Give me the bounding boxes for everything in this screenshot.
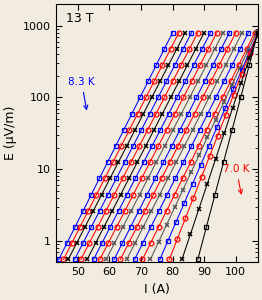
Text: 13 T: 13 T [66, 12, 93, 25]
X-axis label: I (A): I (A) [144, 283, 170, 296]
Text: 8.3 K: 8.3 K [68, 77, 95, 110]
Text: 7.0 K: 7.0 K [223, 164, 250, 194]
Y-axis label: E (μV/m): E (μV/m) [4, 106, 17, 160]
